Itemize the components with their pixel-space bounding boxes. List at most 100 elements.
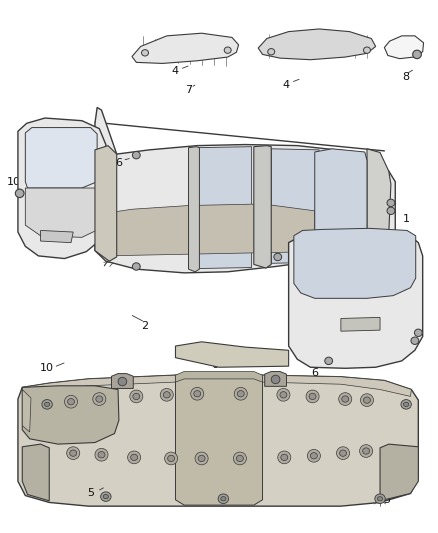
Ellipse shape	[233, 452, 247, 465]
Text: 2: 2	[141, 321, 148, 331]
Ellipse shape	[127, 451, 141, 464]
Ellipse shape	[101, 492, 111, 502]
Polygon shape	[22, 390, 31, 432]
Polygon shape	[176, 342, 289, 367]
Polygon shape	[294, 228, 416, 298]
Polygon shape	[341, 317, 380, 331]
Ellipse shape	[67, 399, 74, 405]
Ellipse shape	[309, 393, 316, 400]
Ellipse shape	[281, 454, 288, 461]
Ellipse shape	[132, 151, 140, 159]
Ellipse shape	[387, 199, 395, 207]
Text: 10: 10	[40, 364, 54, 373]
Ellipse shape	[168, 455, 175, 462]
Ellipse shape	[387, 207, 395, 215]
Ellipse shape	[141, 50, 148, 56]
Ellipse shape	[360, 394, 374, 407]
Ellipse shape	[414, 329, 422, 336]
Ellipse shape	[130, 390, 143, 403]
Ellipse shape	[277, 389, 290, 401]
Polygon shape	[41, 230, 73, 243]
Ellipse shape	[342, 396, 349, 402]
Polygon shape	[271, 149, 319, 263]
Ellipse shape	[98, 451, 105, 458]
Ellipse shape	[42, 400, 52, 409]
Text: 1: 1	[403, 214, 410, 224]
Ellipse shape	[237, 455, 244, 462]
Ellipse shape	[237, 391, 244, 397]
Ellipse shape	[132, 263, 140, 270]
Polygon shape	[315, 149, 367, 255]
Ellipse shape	[160, 389, 173, 401]
Ellipse shape	[118, 377, 127, 386]
Ellipse shape	[221, 497, 226, 501]
Text: 7: 7	[185, 85, 192, 95]
Polygon shape	[22, 375, 411, 397]
Ellipse shape	[15, 189, 24, 198]
Ellipse shape	[234, 387, 247, 400]
Ellipse shape	[364, 397, 371, 403]
Text: 6: 6	[115, 158, 122, 168]
Ellipse shape	[195, 452, 208, 465]
Text: 6: 6	[211, 360, 218, 369]
Text: 5: 5	[218, 495, 225, 505]
Polygon shape	[367, 149, 391, 241]
Polygon shape	[380, 444, 418, 501]
Ellipse shape	[95, 448, 108, 461]
Polygon shape	[25, 188, 97, 237]
Ellipse shape	[306, 390, 319, 403]
Ellipse shape	[191, 387, 204, 400]
Polygon shape	[289, 230, 423, 368]
Polygon shape	[265, 372, 286, 386]
Ellipse shape	[271, 375, 280, 384]
Polygon shape	[22, 444, 49, 501]
Polygon shape	[112, 374, 133, 389]
Ellipse shape	[403, 402, 409, 407]
Text: 9: 9	[257, 257, 264, 267]
Ellipse shape	[411, 337, 419, 344]
Ellipse shape	[198, 455, 205, 462]
Text: 4: 4	[283, 80, 290, 90]
Polygon shape	[176, 375, 262, 505]
Ellipse shape	[268, 49, 275, 55]
Ellipse shape	[70, 450, 77, 456]
Ellipse shape	[103, 495, 109, 499]
Polygon shape	[25, 127, 97, 188]
Text: 4: 4	[172, 67, 179, 76]
Ellipse shape	[364, 47, 371, 53]
Polygon shape	[193, 147, 252, 269]
Ellipse shape	[278, 451, 291, 464]
Ellipse shape	[67, 447, 80, 459]
Ellipse shape	[375, 494, 385, 504]
Polygon shape	[385, 36, 424, 59]
Ellipse shape	[274, 253, 282, 261]
Ellipse shape	[378, 497, 383, 501]
Ellipse shape	[339, 450, 346, 456]
Polygon shape	[104, 204, 315, 256]
Polygon shape	[18, 118, 106, 259]
Ellipse shape	[307, 449, 321, 462]
Ellipse shape	[413, 50, 421, 59]
Ellipse shape	[325, 357, 332, 365]
Polygon shape	[18, 375, 418, 506]
Ellipse shape	[360, 445, 373, 457]
Polygon shape	[132, 33, 239, 63]
Ellipse shape	[133, 393, 140, 400]
Text: 10: 10	[7, 176, 21, 187]
Text: 6: 6	[311, 368, 318, 377]
Ellipse shape	[339, 393, 352, 406]
Ellipse shape	[93, 393, 106, 406]
Ellipse shape	[336, 447, 350, 459]
Polygon shape	[95, 108, 395, 273]
Polygon shape	[95, 146, 117, 261]
Ellipse shape	[224, 47, 231, 53]
Ellipse shape	[218, 494, 229, 504]
Polygon shape	[22, 386, 119, 444]
Polygon shape	[254, 146, 271, 268]
Ellipse shape	[96, 396, 103, 402]
Ellipse shape	[131, 454, 138, 461]
Ellipse shape	[163, 392, 170, 398]
Polygon shape	[188, 147, 199, 272]
Ellipse shape	[311, 453, 318, 459]
Ellipse shape	[64, 395, 78, 408]
